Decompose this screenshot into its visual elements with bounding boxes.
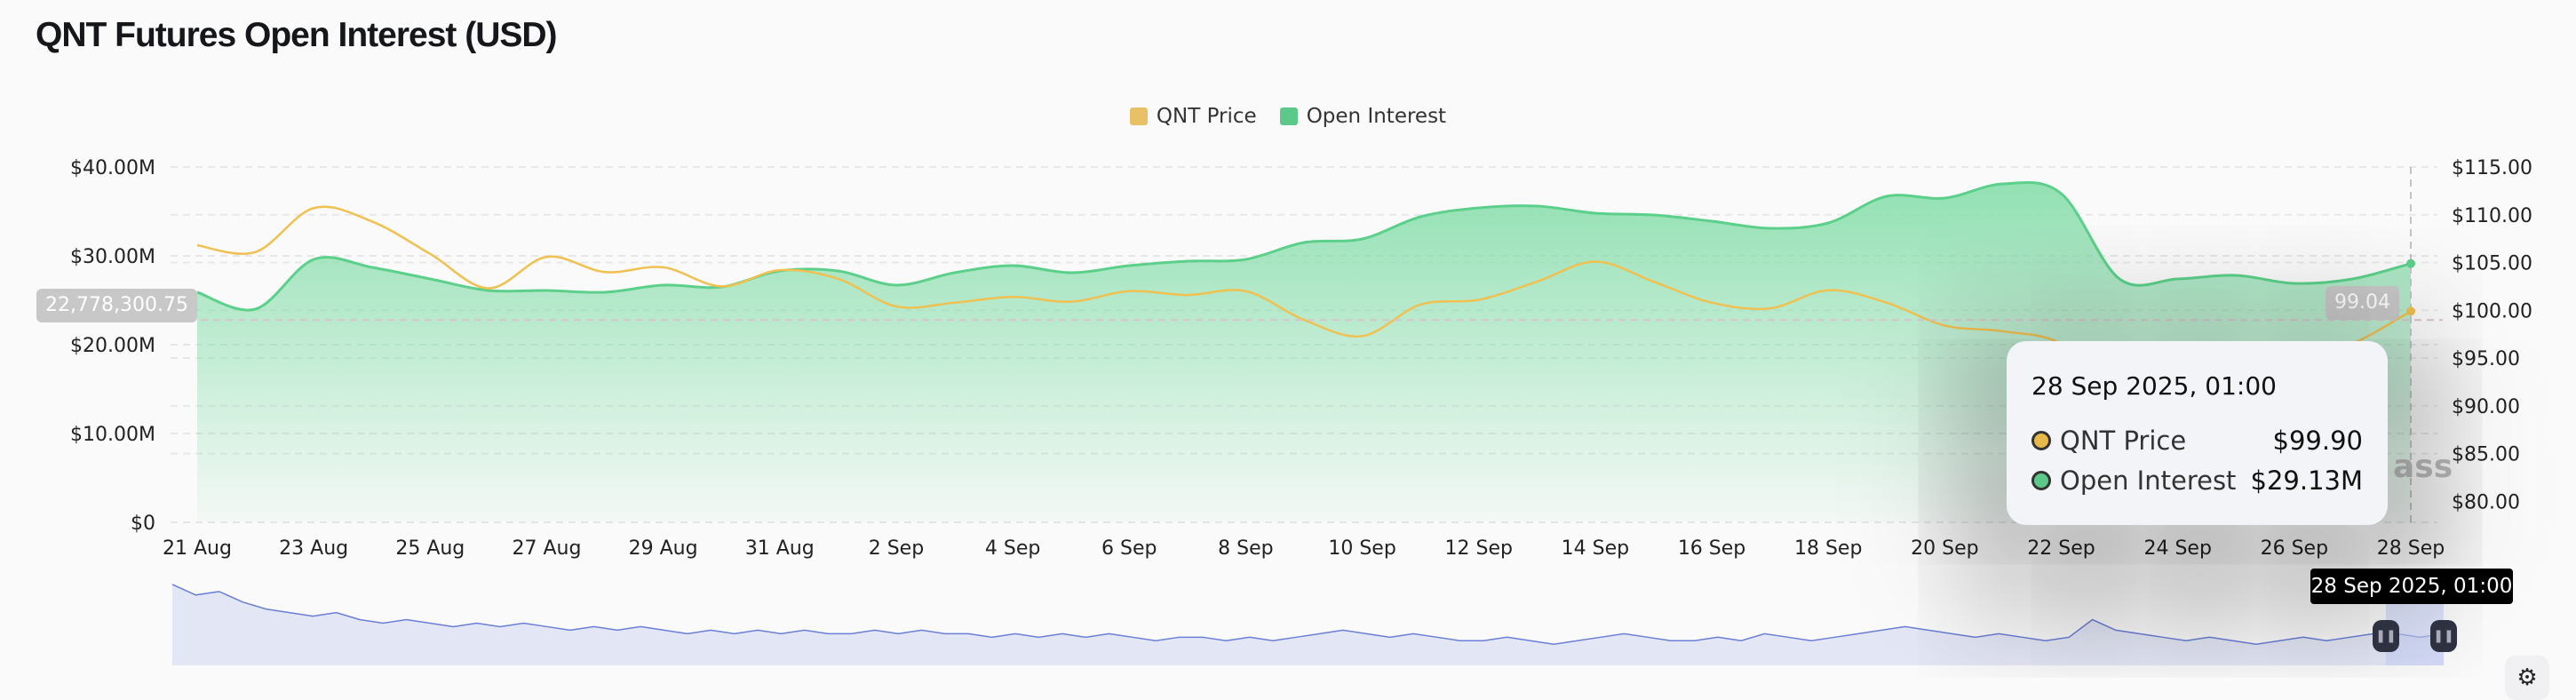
tooltip-row-price: QNT Price $99.90 [2031,424,2363,457]
chart-title: QNT Futures Open Interest (USD) [36,16,558,54]
crosshair-right-value: 99.04 [2326,286,2399,320]
x-tick-label: 23 Aug [279,537,348,560]
navigator-area [172,584,2444,665]
y-right-tick-label: $85.00 [2452,444,2520,466]
x-tick-label: 10 Sep [1328,537,1395,560]
legend-item-oi[interactable]: Open Interest [1279,105,1447,128]
legend: QNT Price Open Interest [0,105,2576,128]
oi-hover-dot [2406,259,2415,268]
settings-gear-icon[interactable]: ⚙ [2505,656,2549,700]
x-tick-label: 29 Aug [629,537,698,560]
y-left-tick-label: $10.00M [70,424,155,446]
navigator-left-handle-icon[interactable]: ❚❚ [2373,620,2399,652]
oi-dot-icon [2031,470,2051,490]
legend-label-oi: Open Interest [1306,105,1447,128]
y-left-tick-label: $30.00M [70,246,155,268]
navigator-line [171,584,2445,645]
tooltip: 28 Sep 2025, 01:00 QNT Price $99.90 Open… [2007,341,2388,525]
navigator [171,569,2445,665]
tooltip-label: Open Interest [2060,465,2237,496]
x-tick-label: 16 Sep [1678,537,1745,560]
legend-swatch-oi [1279,107,1298,125]
y-right-tick-label: $80.00 [2452,491,2520,513]
x-tick-label: 8 Sep [1218,537,1273,560]
y-left-tick-label: $40.00M [70,157,155,179]
x-tick-label: 21 Aug [163,537,232,560]
x-tick-label: 4 Sep [985,537,1040,560]
tooltip-row-oi: Open Interest $29.13M [2031,464,2363,497]
qnt-price-line [196,205,2412,395]
y-right-tick-label: $100.00 [2452,300,2532,322]
y-left-tick-label: $20.00M [70,335,155,357]
x-tick-label: 6 Sep [1101,537,1157,560]
crosshair-x-label: 28 Sep 2025, 01:00 [2310,569,2513,604]
y-right-tick-label: $115.00 [2452,157,2532,179]
y-left-tick-label: $0 [131,513,155,535]
y-right-tick-label: $95.00 [2452,348,2520,370]
price-dot-icon [2031,430,2051,450]
x-tick-label: 31 Aug [745,537,815,560]
x-tick-label: 20 Sep [1911,537,1978,560]
x-tick-label: 27 Aug [512,537,581,560]
open-interest-line [196,180,2412,312]
tooltip-value: $99.90 [2272,425,2363,456]
watermark-logo: ass [2393,449,2453,485]
legend-label-price: QNT Price [1156,105,1257,128]
y-right-tick-label: $105.00 [2452,253,2532,275]
y-right-tick-label: $90.00 [2452,396,2520,418]
x-tick-label: 24 Sep [2143,537,2211,560]
x-tick-label: 26 Sep [2261,537,2328,560]
crosshair-left-value: 22,778,300.75 [36,289,197,322]
x-tick-label: 18 Sep [1794,537,1862,560]
x-tick-label: 28 Sep [2377,537,2445,560]
x-tick-label: 12 Sep [1445,537,1513,560]
x-tick-label: 25 Aug [395,537,465,560]
tooltip-value: $29.13M [2250,465,2364,496]
open-interest-area [197,182,2411,522]
tooltip-date: 28 Sep 2025, 01:00 [2031,371,2277,401]
tooltip-label: QNT Price [2060,425,2187,456]
x-tick-label: 22 Sep [2027,537,2095,560]
navigator-right-handle-icon[interactable]: ❚❚ [2430,620,2457,652]
x-tick-label: 14 Sep [1562,537,1629,560]
legend-item-price[interactable]: QNT Price [1129,105,1257,128]
x-tick-label: 2 Sep [869,537,924,560]
legend-swatch-price [1129,107,1148,125]
price-hover-dot [2406,306,2415,316]
y-right-tick-label: $110.00 [2452,205,2532,227]
